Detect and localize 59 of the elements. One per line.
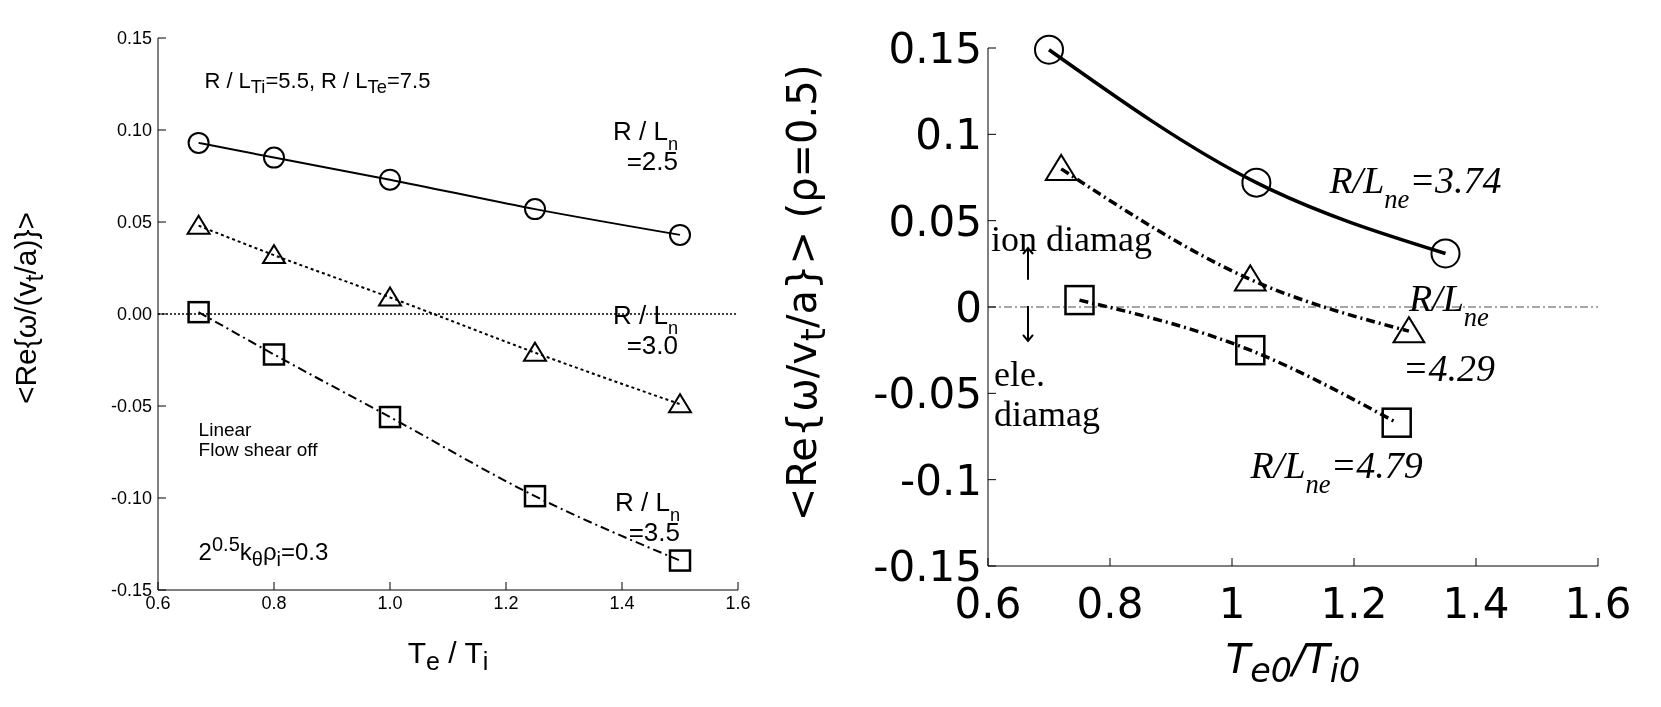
point [1034, 34, 1064, 65]
y-tick-label: 0.10 [116, 120, 152, 141]
y-tick-label: 0.15 [888, 23, 982, 73]
annotation: Linear Flow shear off [198, 418, 318, 462]
y-tick-label: -0.05 [110, 396, 152, 417]
y-tick-label: -0.1 [900, 455, 982, 505]
y-tick-label: 0.15 [116, 28, 152, 49]
y-tick-label: -0.05 [873, 369, 982, 419]
point [1235, 334, 1266, 366]
y-tick-label: 0 [955, 282, 982, 332]
x-axis-title: T$_{e0}$/T$_{i0}$ [1224, 636, 1362, 690]
annotation: 2$^{0.5}$k$_{θ}$ρ$_{i}$=0.3 [198, 533, 329, 570]
series-label: R / L$_{n}$ =2.5 [612, 115, 678, 176]
annotation: ion diamag [991, 218, 1153, 260]
x-tick-label: 0.8 [261, 592, 287, 613]
series-label: R/L$_{ne}$=3.74 [1328, 159, 1502, 215]
point [669, 223, 691, 246]
x-tick-label: 1.2 [1320, 578, 1388, 628]
annotation: ele. diamag [994, 354, 1101, 435]
x-axis-title: T$_{e}$ / T$_{i}$ [406, 636, 490, 676]
point [1241, 167, 1272, 198]
point [1430, 238, 1461, 269]
x-tick-label: 1.2 [493, 592, 519, 613]
series-label: R / L$_{n}$ =3.0 [612, 300, 678, 361]
point [262, 343, 286, 366]
x-tick-label: 1.6 [725, 592, 751, 613]
point [523, 484, 547, 508]
series-label: R/L$_{ne}$=4.79 [1249, 443, 1423, 499]
annotation: R / L$_{Ti}$=5.5, R / L$_{Te}$=7.5 [204, 67, 431, 98]
point [262, 244, 286, 265]
point [1233, 264, 1267, 292]
y-tick-label: 0.1 [915, 110, 982, 160]
y-tick-label: 0.05 [116, 212, 152, 233]
point [186, 214, 211, 235]
point [1381, 407, 1412, 438]
series-label: R / L$_{n}$ =3.5 [614, 486, 680, 547]
x-tick-label: 0.8 [1076, 578, 1144, 628]
y-tick-label: -0.10 [110, 488, 152, 509]
y-tick-label: 0.05 [888, 196, 982, 246]
point [668, 393, 692, 414]
x-tick-label: 1.6 [1564, 578, 1632, 628]
point [523, 341, 547, 362]
point [378, 405, 402, 429]
x-tick-label: 1.0 [377, 592, 403, 613]
x-tick-label: 1.4 [1442, 578, 1510, 628]
point [1044, 153, 1078, 182]
point [1064, 284, 1095, 316]
point [668, 549, 692, 572]
x-tick-label: 1.4 [609, 592, 635, 613]
point [1392, 316, 1426, 344]
x-tick-label: 1 [1218, 578, 1246, 628]
y-tick-label: 0.00 [116, 304, 152, 325]
point [187, 300, 210, 324]
point [524, 198, 546, 221]
point [378, 286, 402, 307]
point [263, 146, 285, 169]
series-label: R/L$_{ne}$ =4.29 [1402, 277, 1495, 390]
point [187, 131, 210, 154]
point [379, 168, 401, 191]
